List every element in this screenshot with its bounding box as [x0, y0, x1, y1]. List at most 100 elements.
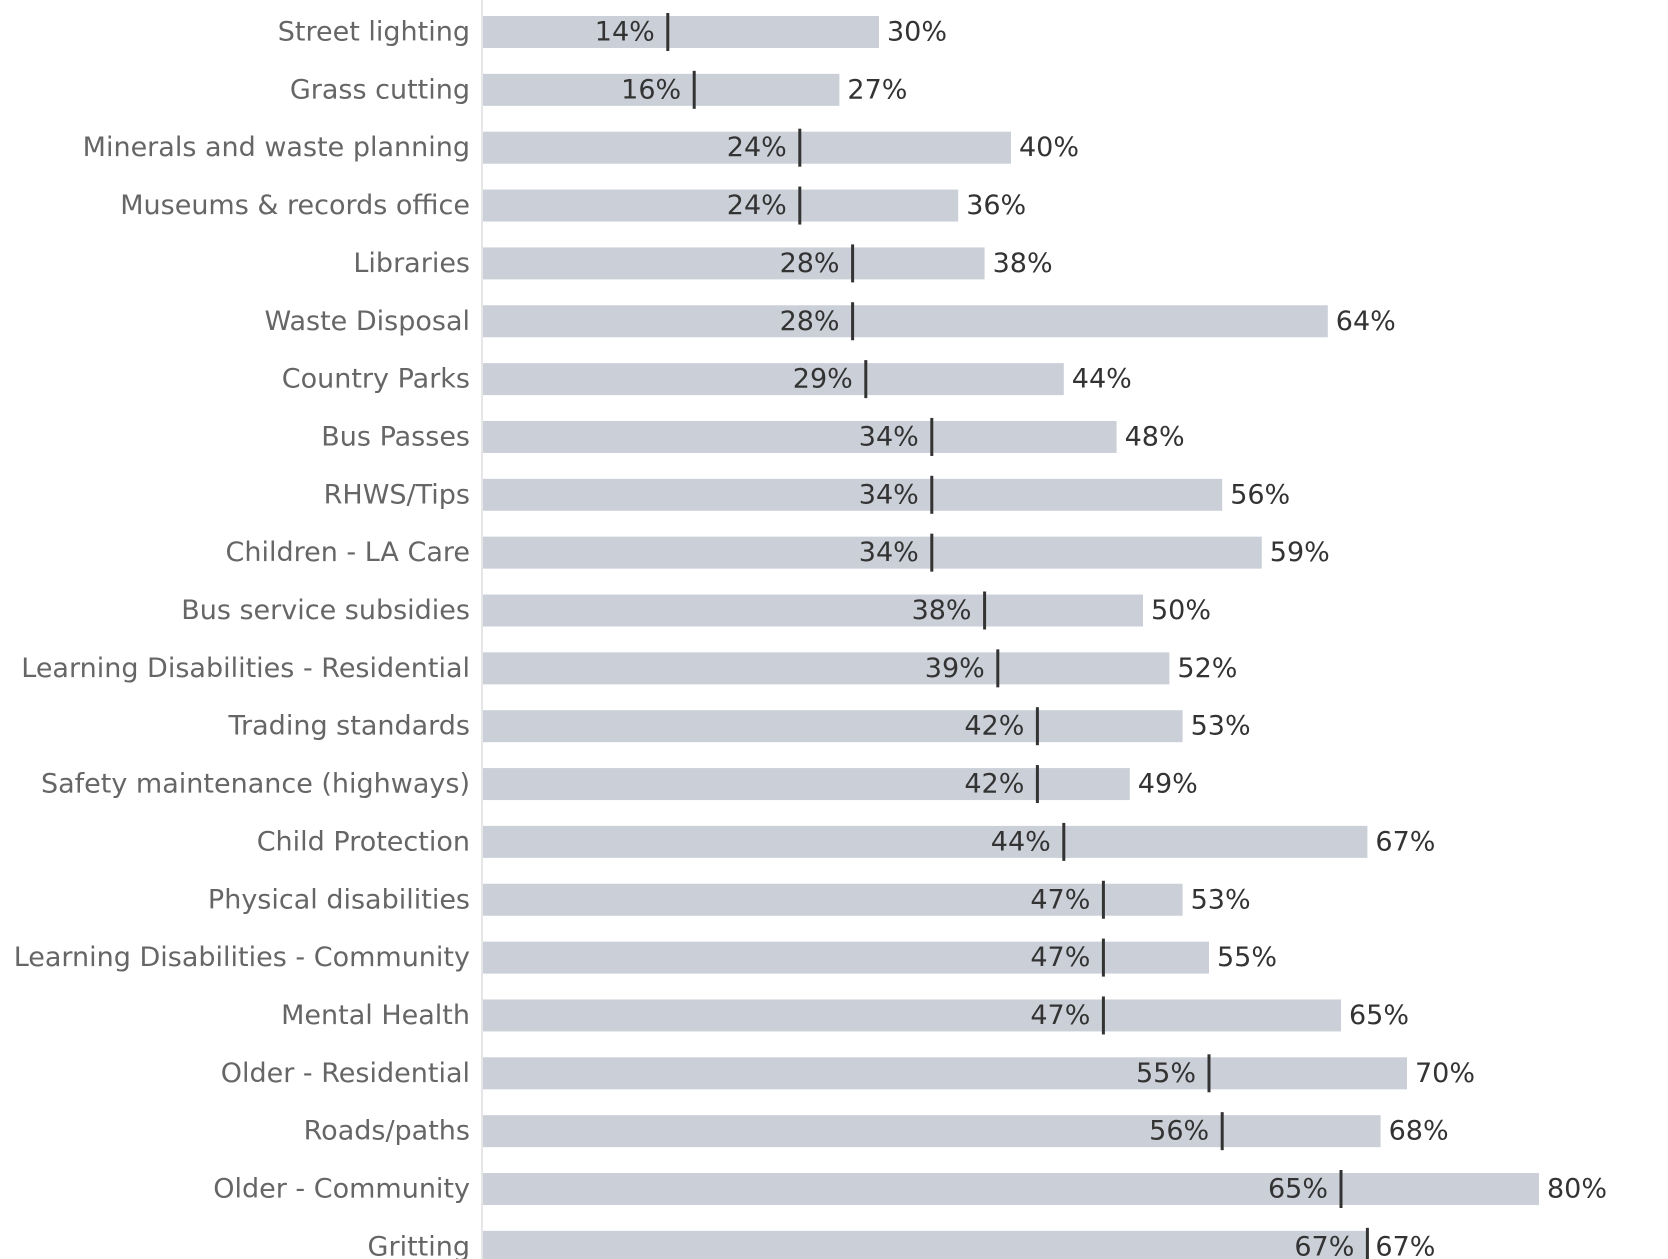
- marker-value-label: 42%: [964, 711, 1024, 742]
- category-label: Children - LA Care: [226, 537, 470, 568]
- bar-row: Gritting 67% 67%: [368, 1227, 1435, 1259]
- bar-row: Child Protection 67% 44%: [257, 822, 1435, 861]
- bar-value-label: 49%: [1138, 769, 1198, 800]
- marker-value-label: 65%: [1268, 1174, 1328, 1205]
- bar: [483, 1230, 1368, 1259]
- bar-value-label: 67%: [1375, 1231, 1435, 1259]
- bar-row: Bus Passes 48% 34%: [321, 417, 1185, 456]
- bar: [483, 189, 959, 222]
- category-label: Roads/paths: [304, 1116, 470, 1147]
- bar-row: Learning Disabilities - Community 55% 47%: [14, 938, 1277, 977]
- category-label: Bus Passes: [321, 421, 470, 452]
- category-label: Safety maintenance (highways): [41, 769, 470, 800]
- marker-value-label: 47%: [1030, 942, 1090, 973]
- bar-row: Country Parks 44% 29%: [282, 360, 1132, 399]
- bar-value-label: 56%: [1230, 479, 1290, 510]
- bar-row: Learning Disabilities - Residential 52% 39…: [21, 649, 1237, 688]
- bar: [483, 363, 1064, 396]
- bar-value-label: 59%: [1270, 537, 1330, 568]
- marker-value-label: 42%: [964, 769, 1024, 800]
- bar-value-label: 67%: [1375, 826, 1435, 857]
- category-label: Street lighting: [278, 17, 470, 48]
- bar-row: Children - LA Care 59% 34%: [226, 533, 1330, 572]
- bar-value-label: 44%: [1072, 364, 1132, 395]
- marker-value-label: 34%: [859, 479, 919, 510]
- category-label: Country Parks: [282, 364, 470, 395]
- category-label: Learning Disabilities - Residential: [21, 653, 470, 684]
- marker-value-label: 24%: [727, 190, 787, 221]
- category-label: Older - Residential: [221, 1058, 470, 1089]
- bar-value-label: 80%: [1547, 1174, 1607, 1205]
- bar-value-label: 53%: [1191, 711, 1251, 742]
- bar: [483, 478, 1223, 511]
- bar: [483, 247, 985, 280]
- marker-value-label: 24%: [727, 132, 787, 163]
- bar-value-label: 50%: [1151, 595, 1211, 626]
- category-label: Gritting: [368, 1231, 470, 1259]
- bar-row: Safety maintenance (highways) 49% 42%: [41, 765, 1198, 804]
- category-label: Bus service subsidies: [181, 595, 470, 626]
- bar-row: Grass cutting 27% 16%: [290, 70, 907, 109]
- bar-value-label: 68%: [1389, 1116, 1449, 1147]
- bar-value-label: 65%: [1349, 1000, 1409, 1031]
- marker-value-label: 44%: [991, 826, 1051, 857]
- marker-value-label: 47%: [1030, 884, 1090, 915]
- bar-row: Trading standards 53% 42%: [228, 707, 1251, 746]
- bar: [483, 305, 1328, 338]
- bar-value-label: 38%: [993, 248, 1053, 279]
- bar: [483, 1115, 1381, 1148]
- category-label: Older - Community: [213, 1174, 470, 1205]
- marker-value-label: 16%: [621, 74, 681, 105]
- marker-value-label: 34%: [859, 537, 919, 568]
- bar-value-label: 30%: [887, 17, 947, 48]
- marker-value-label: 38%: [912, 595, 972, 626]
- bar-row: Roads/paths 68% 56%: [304, 1112, 1449, 1151]
- category-label: Child Protection: [257, 826, 470, 857]
- bar-row: Mental Health 65% 47%: [281, 996, 1409, 1035]
- bar-row: Minerals and waste planning 40% 24%: [83, 128, 1079, 167]
- bar: [483, 73, 840, 106]
- bar-row: RHWS/Tips 56% 34%: [324, 475, 1290, 514]
- bar-value-label: 53%: [1191, 884, 1251, 915]
- marker-value-label: 55%: [1136, 1058, 1196, 1089]
- category-label: Libraries: [353, 248, 470, 279]
- bar-value-label: 55%: [1217, 942, 1277, 973]
- bar: [483, 652, 1170, 685]
- bar: [483, 1057, 1407, 1090]
- bar: [483, 420, 1117, 453]
- bar-value-label: 70%: [1415, 1058, 1475, 1089]
- marker-value-label: 28%: [780, 306, 840, 337]
- bar: [483, 883, 1183, 916]
- marker-value-label: 28%: [780, 248, 840, 279]
- bar: [483, 768, 1130, 801]
- category-label: Learning Disabilities - Community: [14, 942, 470, 973]
- bar-row: Physical disabilities 53% 47%: [208, 880, 1251, 919]
- bar: [483, 999, 1341, 1032]
- category-label: RHWS/Tips: [324, 479, 470, 510]
- bar: [483, 594, 1143, 627]
- bar-value-label: 27%: [847, 74, 907, 105]
- marker-value-label: 29%: [793, 364, 853, 395]
- marker-value-label: 39%: [925, 653, 985, 684]
- category-label: Trading standards: [228, 711, 470, 742]
- bar-value-label: 40%: [1019, 132, 1079, 163]
- bar-row: Older - Residential 70% 55%: [221, 1054, 1475, 1093]
- category-label: Physical disabilities: [208, 884, 470, 915]
- marker-value-label: 56%: [1149, 1116, 1209, 1147]
- bar: [483, 825, 1368, 858]
- marker-value-label: 47%: [1030, 1000, 1090, 1031]
- bar: [483, 1173, 1539, 1205]
- bar-row: Older - Community 80% 65%: [213, 1170, 1607, 1208]
- marker-value-label: 67%: [1294, 1231, 1354, 1259]
- bar-row: Waste Disposal 64% 28%: [265, 302, 1396, 341]
- bar-row: Museums & records office 36% 24%: [120, 186, 1026, 225]
- bar-row: Libraries 38% 28%: [353, 244, 1053, 283]
- bar: [483, 131, 1011, 164]
- bar-row: Bus service subsidies 50% 38%: [181, 591, 1211, 630]
- bar: [483, 536, 1262, 569]
- bar: [483, 710, 1183, 743]
- bar: [483, 16, 879, 48]
- bar-value-label: 48%: [1125, 421, 1185, 452]
